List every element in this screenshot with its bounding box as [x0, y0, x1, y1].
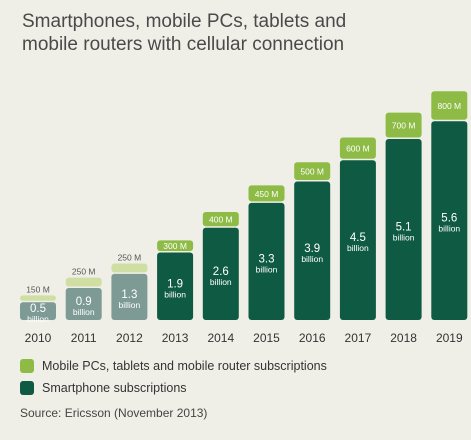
bar-mobile-pc-2016 [294, 162, 331, 181]
x-tick-label-2017: 2017 [345, 331, 372, 345]
data-label-mobile-pc-2010: 150 M [26, 284, 50, 294]
data-label-mobile-pc-2015: 450 M [255, 189, 279, 199]
legend-swatch-smartphone [20, 381, 34, 395]
chart-legend: Mobile PCs, tablets and mobile router su… [20, 357, 327, 401]
chart-title: Smartphones, mobile PCs, tablets and mob… [22, 10, 452, 56]
x-tick-label-2019: 2019 [436, 331, 463, 345]
data-label-smartphone-2015: 3.3 [259, 253, 275, 265]
data-label-smartphone-2012: 1.3 [121, 289, 137, 301]
bar-smartphone-2011 [65, 288, 102, 320]
x-tick-label-2012: 2012 [116, 331, 143, 345]
bar-smartphone-2015 [248, 202, 285, 320]
data-label-smartphone-unit-2014: billion [210, 277, 232, 287]
bar-smartphone-2014 [202, 227, 239, 320]
bar-mobile-pc-2011 [65, 277, 102, 287]
data-label-smartphone-2013: 1.9 [167, 278, 183, 290]
data-label-smartphone-2018: 5.1 [396, 221, 412, 233]
bar-smartphone-2012 [111, 273, 148, 320]
x-tick-label-2013: 2013 [162, 331, 189, 345]
legend-swatch-mobile-pc [20, 359, 34, 373]
x-tick-label-2014: 2014 [207, 331, 234, 345]
data-label-mobile-pc-2019: 800 M [437, 101, 461, 111]
bar-mobile-pc-2019 [431, 91, 468, 120]
bar-mobile-pc-2010 [20, 295, 56, 301]
bar-mobile-pc-2012 [111, 263, 148, 273]
data-label-mobile-pc-2017: 600 M [346, 144, 370, 154]
data-label-mobile-pc-2013: 300 M [163, 241, 187, 251]
chart-title-line-2: mobile routers with cellular connection [22, 34, 345, 55]
legend-item-mobile-pc: Mobile PCs, tablets and mobile router su… [20, 357, 327, 375]
data-label-mobile-pc-2016: 500 M [300, 167, 324, 177]
legend-label-mobile-pc: Mobile PCs, tablets and mobile router su… [42, 359, 327, 373]
data-label-smartphone-unit-2013: billion [164, 289, 186, 299]
data-label-smartphone-2019: 5.6 [441, 213, 457, 225]
data-label-smartphone-2016: 3.9 [304, 243, 320, 255]
bar-mobile-pc-2018 [385, 112, 422, 138]
x-tick-label-2010: 2010 [25, 331, 52, 345]
bar-mobile-pc-2013 [157, 240, 194, 252]
data-label-smartphone-unit-2011: billion [73, 307, 95, 317]
bar-smartphone-2017 [339, 160, 376, 320]
bar-smartphone-2010 [20, 302, 56, 320]
data-label-mobile-pc-2012: 250 M [118, 252, 142, 262]
data-label-smartphone-unit-2019: billion [438, 224, 460, 234]
data-label-smartphone-unit-2010: billion [27, 314, 49, 324]
data-label-smartphone-unit-2018: billion [393, 232, 415, 242]
x-tick-label-2018: 2018 [390, 331, 417, 345]
legend-label-smartphone: Smartphone subscriptions [42, 381, 187, 395]
data-label-smartphone-2011: 0.9 [76, 296, 92, 308]
data-label-smartphone-unit-2015: billion [256, 264, 278, 274]
data-label-mobile-pc-2011: 250 M [72, 267, 96, 277]
bar-mobile-pc-2017 [339, 137, 376, 159]
x-tick-label-2015: 2015 [253, 331, 280, 345]
bar-smartphone-2013 [157, 252, 194, 320]
bar-smartphone-2018 [385, 138, 422, 320]
data-label-smartphone-unit-2017: billion [347, 243, 369, 253]
data-label-smartphone-unit-2012: billion [119, 300, 141, 310]
data-label-smartphone-2014: 2.6 [213, 266, 229, 278]
data-label-smartphone-2010: 0.5 [30, 303, 46, 315]
bar-smartphone-2016 [294, 181, 331, 320]
legend-item-smartphone: Smartphone subscriptions [20, 379, 327, 397]
bar-smartphone-2019 [431, 121, 468, 320]
data-label-smartphone-unit-2016: billion [301, 254, 323, 264]
bar-mobile-pc-2015 [248, 185, 285, 202]
source-note: Source: Ericsson (November 2013) [20, 406, 208, 420]
x-tick-label-2011: 2011 [71, 331, 97, 345]
chart-title-line-1: Smartphones, mobile PCs, tablets and [22, 11, 347, 32]
x-tick-label-2016: 2016 [299, 331, 326, 345]
bar-mobile-pc-2014 [202, 212, 239, 227]
data-label-smartphone-2017: 4.5 [350, 232, 366, 244]
data-label-mobile-pc-2018: 700 M [392, 121, 416, 131]
data-label-mobile-pc-2014: 400 M [209, 215, 233, 225]
